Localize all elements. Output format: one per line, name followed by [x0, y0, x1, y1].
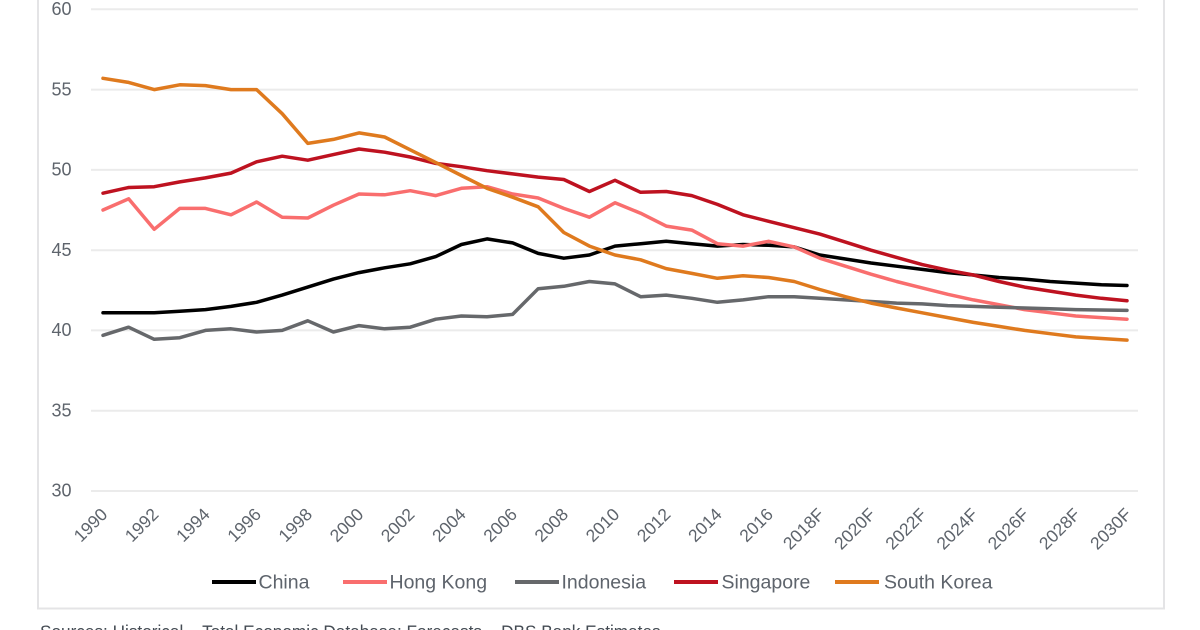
svg-text:40: 40	[51, 320, 71, 340]
svg-text:30: 30	[51, 481, 71, 501]
svg-text:Singapore: Singapore	[722, 572, 811, 594]
svg-text:50: 50	[51, 160, 71, 180]
svg-text:China: China	[259, 572, 310, 594]
svg-text:Sources: Historical – Total Ec: Sources: Historical – Total Economic Dat…	[40, 622, 661, 630]
svg-text:35: 35	[51, 400, 71, 420]
svg-text:Hong Kong: Hong Kong	[390, 572, 488, 594]
svg-text:South Korea: South Korea	[884, 572, 993, 594]
svg-text:45: 45	[51, 240, 71, 260]
svg-text:60: 60	[51, 0, 71, 19]
svg-text:55: 55	[51, 79, 71, 99]
svg-text:Indonesia: Indonesia	[562, 572, 647, 594]
